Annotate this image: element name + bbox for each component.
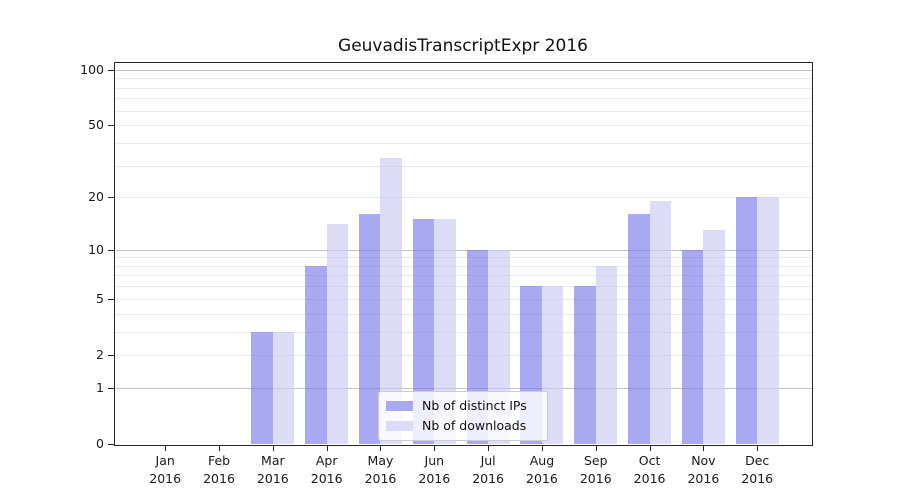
gridline-minor [115, 275, 812, 277]
x-tick-label-aug: Aug 2016 [526, 453, 558, 487]
gridline-minor [115, 298, 812, 300]
gridline-minor [115, 110, 812, 112]
gridline-minor [115, 286, 812, 288]
bar-nb-of-downloads-oct [649, 201, 672, 444]
bar-nb-of-distinct-ips-sep [574, 286, 596, 444]
y-tick-label: 2 [96, 346, 104, 362]
x-tick-label-may: May 2016 [364, 453, 397, 487]
legend-label-downloads: Nb of downloads [422, 418, 527, 433]
gridline-minor [115, 165, 812, 167]
x-tick-mark [757, 445, 759, 451]
x-tick-label-jan: Jan 2016 [149, 453, 182, 487]
gridline-minor [115, 354, 812, 356]
x-tick-label-jul: Jul 2016 [472, 453, 505, 487]
gridline-minor [115, 98, 812, 100]
bar-nb-of-distinct-ips-oct [628, 214, 650, 444]
y-tick-label: 1 [96, 379, 104, 395]
x-tick-mark [649, 445, 651, 451]
y-tick-mark [108, 298, 114, 300]
gridline-minor [115, 142, 812, 144]
x-tick-mark [488, 445, 490, 451]
bar-nb-of-downloads-may [380, 158, 402, 444]
x-tick-label-apr: Apr 2016 [310, 453, 343, 487]
legend-item-distinct-ips: Nb of distinct IPs [386, 398, 538, 413]
x-tick-mark [165, 445, 167, 451]
y-tick-label: 10 [88, 241, 104, 257]
legend-label-distinct-ips: Nb of distinct IPs [422, 398, 527, 413]
bar-nb-of-distinct-ips-mar [251, 331, 273, 444]
y-tick-mark [108, 444, 114, 445]
gridline-minor [115, 87, 812, 89]
x-tick-mark [703, 445, 705, 451]
bar-nb-of-downloads-nov [703, 230, 725, 444]
bar-nb-of-downloads-sep [595, 265, 618, 444]
gridline-minor [115, 313, 812, 315]
legend: Nb of distinct IPs Nb of downloads [378, 391, 548, 441]
chart-title: GeuvadisTranscriptExpr 2016 [338, 36, 588, 56]
legend-swatch-distinct-ips [386, 400, 413, 411]
bar-nb-of-distinct-ips-jun [412, 219, 435, 444]
x-tick-mark [272, 445, 274, 451]
bar-nb-of-distinct-ips-apr [305, 265, 327, 444]
gridline-minor [115, 265, 812, 267]
bar-nb-of-downloads-mar [272, 331, 295, 444]
y-tick-mark [108, 249, 114, 251]
y-tick-label: 5 [96, 290, 104, 306]
x-tick-mark [219, 445, 221, 451]
gridline-major [115, 387, 812, 389]
y-tick-mark [108, 197, 114, 199]
bar-nb-of-downloads-apr [326, 224, 349, 444]
gridline-minor [115, 78, 812, 80]
x-tick-label-jun: Jun 2016 [418, 453, 451, 487]
x-tick-mark [380, 445, 382, 451]
x-tick-mark [434, 445, 436, 451]
bar-nb-of-distinct-ips-may [358, 214, 381, 444]
gridline-major [115, 69, 812, 71]
y-tick-label: 0 [96, 436, 104, 451]
y-tick-mark [108, 69, 114, 71]
gridline-minor [115, 197, 812, 199]
y-tick-label: 20 [88, 189, 104, 205]
y-tick-label: 100 [80, 61, 104, 77]
gridline-minor [115, 125, 812, 127]
bar-nb-of-downloads-jun [434, 219, 456, 444]
x-tick-label-dec: Dec 2016 [741, 453, 774, 487]
bar-nb-of-distinct-ips-nov [681, 249, 704, 444]
bar-nb-of-distinct-ips-dec [735, 197, 758, 444]
bar-nb-of-downloads-dec [757, 197, 779, 444]
x-tick-mark [541, 445, 543, 451]
gridline-minor [115, 257, 812, 259]
gridline-minor [115, 331, 812, 333]
x-tick-label-feb: Feb 2016 [203, 453, 235, 487]
y-tick-mark [108, 125, 114, 127]
x-tick-mark [595, 445, 597, 451]
y-tick-mark [108, 387, 114, 389]
legend-swatch-downloads [386, 420, 413, 431]
x-tick-label-oct: Oct 2016 [633, 453, 666, 487]
x-tick-label-mar: Mar 2016 [256, 453, 289, 487]
x-tick-mark [326, 445, 328, 451]
y-tick-label: 50 [88, 117, 104, 133]
x-tick-label-nov: Nov 2016 [687, 453, 720, 487]
legend-item-downloads: Nb of downloads [386, 418, 538, 433]
x-tick-label-sep: Sep 2016 [579, 453, 612, 487]
y-tick-mark [108, 354, 114, 356]
gridline-major [115, 249, 812, 251]
